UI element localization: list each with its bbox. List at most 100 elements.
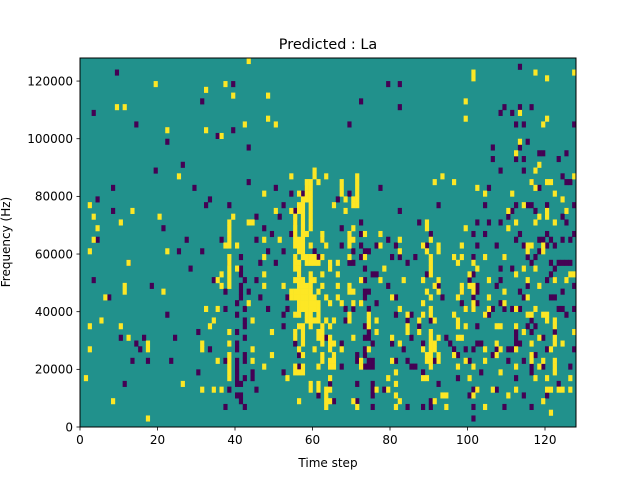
heatmap-cell-high <box>351 398 356 405</box>
heatmap-cell-high <box>463 225 468 232</box>
heatmap-cell-high <box>521 202 526 209</box>
y-tick-label: 20000 <box>35 363 73 377</box>
heatmap-cell-low <box>506 213 511 220</box>
heatmap-cell-high <box>235 242 240 249</box>
heatmap-cell-low <box>250 375 255 382</box>
heatmap-cell-high <box>533 219 538 226</box>
heatmap-cell-high <box>432 346 437 353</box>
x-axis-ticks: 0 20 40 60 80 100 120 <box>76 427 556 447</box>
heatmap-cell-high <box>432 179 437 186</box>
heatmap-cell-high <box>421 242 426 249</box>
heatmap-cell-low <box>564 259 569 266</box>
heatmap-cell-high <box>328 334 333 341</box>
heatmap-cell-low <box>556 259 561 266</box>
heatmap-cell-low <box>552 294 557 301</box>
heatmap-cell-low <box>196 369 201 376</box>
heatmap-cell-high <box>300 282 306 289</box>
heatmap-cell-high <box>393 369 399 376</box>
heatmap-cell-high <box>537 282 542 289</box>
heatmap-cell-low <box>436 282 441 289</box>
heatmap-cell-high <box>87 323 92 330</box>
heatmap-cell-high <box>297 202 302 209</box>
heatmap-cell-high <box>289 288 294 295</box>
heatmap-cell-low <box>506 346 511 353</box>
heatmap-cell-low <box>529 363 534 370</box>
heatmap-cell-low <box>409 334 414 341</box>
heatmap-cell-high <box>494 352 499 359</box>
heatmap-cell-high <box>351 202 356 209</box>
heatmap-cell-high <box>312 300 317 307</box>
heatmap-cell-low <box>490 156 495 163</box>
heatmap-cell-high <box>91 236 96 243</box>
heatmap-cell-low <box>188 265 193 272</box>
heatmap-cell-low <box>393 242 399 249</box>
heatmap-cell-low <box>475 219 480 226</box>
heatmap-cell-low <box>521 242 526 249</box>
heatmap-cell-low <box>254 213 259 220</box>
heatmap-cell-high <box>145 415 151 422</box>
heatmap-cell-low <box>479 340 484 347</box>
heatmap-cell-low <box>552 265 557 272</box>
heatmap-cell-low <box>529 403 534 411</box>
heatmap-cell-high <box>436 334 441 341</box>
heatmap-cell-high <box>293 259 298 266</box>
heatmap-cell-high <box>393 403 399 411</box>
heatmap-cell-high <box>529 352 534 359</box>
heatmap-cell-low <box>370 380 375 387</box>
heatmap-cell-high <box>525 248 530 255</box>
heatmap-cell-high <box>312 167 317 174</box>
heatmap-cell-low <box>537 248 542 255</box>
heatmap-cell-high <box>533 305 538 312</box>
heatmap-cell-high <box>211 386 216 393</box>
heatmap-cell-low <box>184 236 189 243</box>
heatmap-cell-high <box>246 300 251 307</box>
heatmap-cell-low <box>235 363 240 370</box>
heatmap-cell-low <box>273 259 278 266</box>
heatmap-cell-high <box>297 323 302 330</box>
heatmap-cell-low <box>560 213 565 220</box>
heatmap-cell-high <box>475 184 480 191</box>
heatmap-cell-high <box>304 311 309 318</box>
heatmap-cell-high <box>548 409 554 416</box>
heatmap-cell-low <box>428 317 433 324</box>
heatmap-cell-high <box>145 346 151 353</box>
heatmap-cell-low <box>242 403 247 411</box>
heatmap-cell-high <box>545 115 550 122</box>
heatmap-cell-high <box>421 311 426 318</box>
chart-title: Predicted : La <box>279 37 377 53</box>
heatmap-cell-low <box>390 340 395 347</box>
heatmap-cell-high <box>308 190 313 197</box>
heatmap-cell-high <box>227 277 232 284</box>
heatmap-cell-high <box>455 294 461 301</box>
heatmap-cell-low <box>548 271 554 278</box>
heatmap-cell-low <box>289 230 294 238</box>
heatmap-cell-low <box>471 254 476 261</box>
heatmap-cell-high <box>455 363 461 370</box>
heatmap-cell-low <box>428 230 433 238</box>
heatmap-cell-low <box>393 357 399 364</box>
heatmap-cell-low <box>355 352 360 359</box>
heatmap-cell-high <box>339 300 344 307</box>
y-tick-label: 0 <box>65 420 73 434</box>
heatmap-cell-high <box>87 202 92 209</box>
heatmap-cell-high <box>335 282 340 289</box>
heatmap-cell-high <box>308 282 313 289</box>
heatmap-cell-high <box>552 323 557 330</box>
heatmap-cell-high <box>351 334 356 341</box>
heatmap-cell-high <box>471 288 476 295</box>
heatmap-cell-high <box>552 363 557 370</box>
heatmap-cell-low <box>347 190 352 197</box>
heatmap-cell-high <box>572 69 577 76</box>
heatmap-cell-low <box>440 294 445 301</box>
heatmap-cell-high <box>397 398 402 405</box>
heatmap-cell-low <box>281 311 286 318</box>
heatmap-cell-low <box>405 403 410 411</box>
heatmap-cell-low <box>386 81 391 88</box>
heatmap-cell-high <box>300 202 306 209</box>
heatmap-cell-high <box>293 294 298 301</box>
heatmap-cell-high <box>386 375 391 382</box>
heatmap-cell-high <box>312 294 317 301</box>
heatmap-cell-high <box>428 254 433 261</box>
heatmap-cell-high <box>83 375 89 382</box>
heatmap-cell-high <box>297 346 302 353</box>
